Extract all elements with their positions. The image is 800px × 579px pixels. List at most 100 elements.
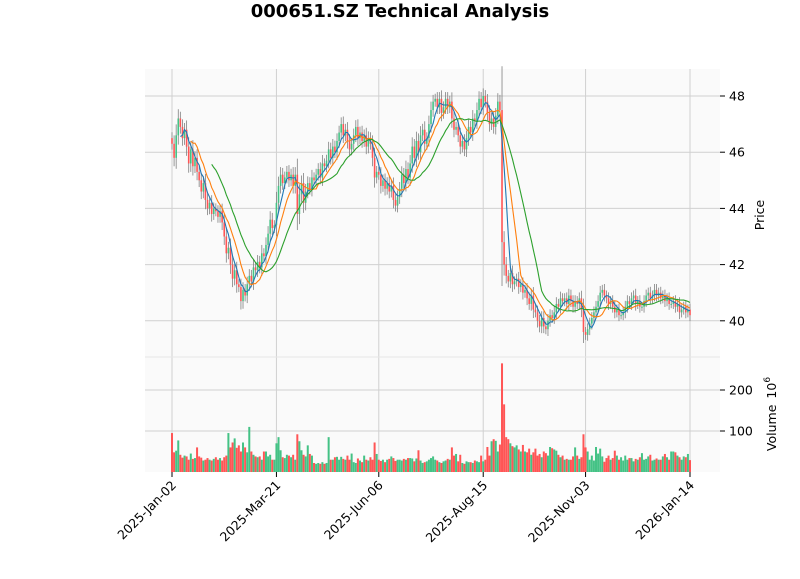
volume-bar bbox=[496, 451, 499, 472]
volume-bar bbox=[463, 463, 466, 472]
volume-bar bbox=[459, 454, 462, 472]
volume-bar bbox=[223, 457, 226, 472]
candle-down bbox=[196, 157, 198, 172]
volume-bar bbox=[333, 457, 336, 472]
candle-up bbox=[547, 320, 549, 330]
candle-up bbox=[421, 129, 424, 136]
candle-down bbox=[526, 289, 528, 299]
candle-up bbox=[294, 174, 297, 186]
candle-up bbox=[626, 301, 629, 307]
candle-down bbox=[258, 261, 261, 268]
candle-up bbox=[647, 292, 650, 296]
volume-bar bbox=[597, 453, 600, 472]
volume-bar bbox=[317, 462, 320, 472]
volume-bar bbox=[657, 459, 660, 472]
candle-down bbox=[572, 301, 574, 307]
volume-bar bbox=[617, 459, 620, 472]
candle-up bbox=[509, 273, 512, 282]
volume-bar bbox=[676, 455, 679, 472]
volume-bar bbox=[237, 445, 240, 472]
volume-bar bbox=[450, 447, 453, 472]
candle-up bbox=[467, 126, 470, 139]
candle-up bbox=[559, 298, 562, 307]
volume-bar bbox=[620, 457, 623, 472]
candle-up bbox=[641, 306, 643, 308]
candle-down bbox=[240, 287, 242, 302]
candle-down bbox=[532, 295, 535, 310]
volume-bar bbox=[338, 459, 341, 472]
volume-axis-label: Volume 106 bbox=[763, 377, 779, 451]
candle-up bbox=[246, 284, 248, 296]
y-tick-label: 42 bbox=[729, 257, 745, 272]
candle-down bbox=[225, 236, 228, 254]
candle-up bbox=[555, 303, 558, 313]
candle-down bbox=[231, 264, 234, 279]
volume-bar bbox=[569, 459, 572, 472]
candle-down bbox=[292, 174, 294, 186]
candle-up bbox=[530, 295, 533, 304]
volume-bar bbox=[513, 447, 516, 472]
volume-bar bbox=[171, 433, 173, 472]
volume-bar bbox=[473, 460, 476, 472]
volume-bar bbox=[622, 460, 625, 472]
candle-up bbox=[666, 298, 668, 302]
volume-bar bbox=[599, 448, 602, 472]
x-tick-label: 2025-Mar-21 bbox=[217, 478, 284, 545]
volume-bar bbox=[442, 461, 445, 472]
volume-bar bbox=[534, 448, 537, 472]
volume-bar bbox=[239, 451, 242, 472]
candle-up bbox=[227, 247, 230, 254]
volume-bar bbox=[674, 452, 677, 472]
candle-down bbox=[499, 101, 501, 111]
volume-bar bbox=[315, 463, 318, 472]
candle-down bbox=[446, 98, 449, 108]
volume-bar bbox=[672, 451, 675, 472]
volume-bar bbox=[651, 460, 654, 472]
candle-up bbox=[411, 146, 414, 164]
candle-down bbox=[522, 284, 524, 293]
candle-down bbox=[377, 171, 380, 175]
volume-bar bbox=[235, 447, 238, 472]
volume-bar bbox=[196, 447, 199, 472]
volume-bar bbox=[624, 455, 627, 472]
candle-down bbox=[329, 149, 332, 158]
volume-bar bbox=[198, 456, 201, 472]
candle-down bbox=[210, 202, 213, 215]
volume-unit: 10 bbox=[764, 383, 779, 399]
volume-bar bbox=[379, 460, 382, 472]
volume-bar bbox=[523, 451, 526, 472]
candle-down bbox=[668, 298, 670, 304]
volume-bar bbox=[173, 452, 176, 472]
volume-bar bbox=[549, 446, 552, 472]
volume-bar bbox=[358, 460, 361, 472]
candle-down bbox=[254, 267, 257, 271]
price-axis-label: Price bbox=[752, 199, 767, 230]
candle-up bbox=[409, 163, 411, 178]
volume-bar bbox=[304, 456, 307, 472]
candle-up bbox=[338, 132, 340, 141]
candle-down bbox=[244, 289, 246, 296]
candle-up bbox=[478, 98, 480, 111]
volume-bar bbox=[375, 453, 378, 472]
volume-bar bbox=[260, 459, 263, 472]
volume-bar bbox=[214, 457, 217, 472]
candle-down bbox=[215, 208, 217, 212]
candle-up bbox=[212, 208, 215, 215]
volume-bar bbox=[689, 460, 691, 472]
candle-up bbox=[177, 118, 180, 136]
x-tick-label: 2025-Aug-15 bbox=[423, 478, 491, 546]
volume-bar bbox=[281, 457, 284, 472]
volume-bar bbox=[365, 459, 368, 472]
candle-up bbox=[265, 244, 267, 257]
volume-bar bbox=[551, 448, 554, 472]
volume-bar bbox=[202, 460, 205, 472]
volume-bar bbox=[484, 459, 487, 472]
volume-bar bbox=[231, 442, 234, 472]
candle-up bbox=[490, 118, 493, 125]
volume-bar bbox=[206, 458, 209, 472]
volume-bar bbox=[402, 458, 405, 472]
volume-bar bbox=[632, 461, 635, 472]
candle-down bbox=[507, 275, 510, 282]
volume-bar bbox=[292, 454, 295, 472]
candle-up bbox=[676, 303, 679, 307]
